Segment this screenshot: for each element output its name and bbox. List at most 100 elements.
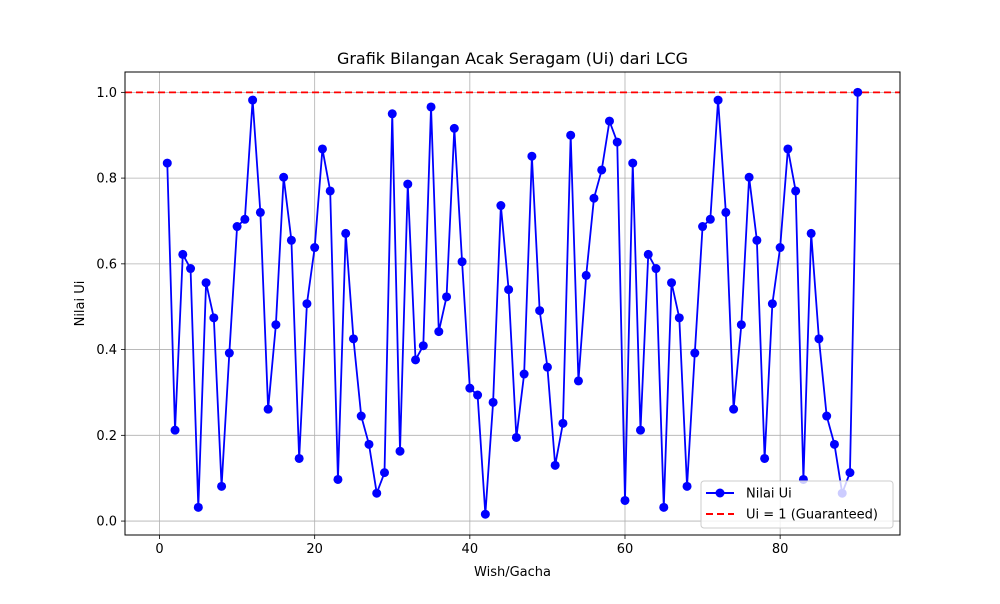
x-tick-label: 60 [617,542,634,557]
data-point [853,87,863,97]
legend: Nilai Ui Ui = 1 (Guaranteed) [700,480,894,529]
y-tick-label: 0.6 [96,257,117,272]
data-point [628,158,638,168]
data-point [558,418,568,428]
data-point [426,102,436,112]
data-point [178,249,188,259]
data-point [217,481,227,491]
data-point [682,481,692,491]
data-point [348,334,358,344]
data-point [162,158,172,168]
data-point [589,193,599,203]
data-point [519,369,529,379]
data-point [473,390,483,400]
y-tick-label: 0.4 [96,343,117,358]
data-point [504,285,514,295]
data-point [279,172,289,182]
data-point [667,278,677,288]
data-point [783,144,793,154]
data-point [170,425,180,435]
y-tick-label: 1.0 [96,86,117,101]
data-point [620,495,630,505]
data-point [302,299,312,309]
data-point [209,313,219,323]
data-point [597,165,607,175]
data-point [364,439,374,449]
data-point [325,186,335,196]
legend-label-nilai-ui: Nilai Ui [746,487,792,502]
data-point [333,474,343,484]
data-point [527,151,537,161]
data-point [411,355,421,365]
data-point [232,222,242,232]
data-point [317,144,327,154]
data-point [744,172,754,182]
data-point [651,264,661,274]
data-point [713,95,723,105]
data-point [465,383,475,393]
data-point [286,235,296,245]
data-point [566,130,576,140]
data-point [403,179,413,189]
series-layer [162,87,863,519]
data-point [224,348,234,358]
data-point [201,278,211,288]
y-tick-label: 0.0 [96,515,117,530]
data-point [736,320,746,330]
data-point [705,214,715,224]
data-point [379,468,389,478]
data-point [263,404,273,414]
data-point [542,362,552,372]
legend-marker-nilai-ui [715,488,725,498]
data-point [496,201,506,211]
data-point [372,488,382,498]
data-point [387,109,397,119]
data-point [442,292,452,302]
data-point [341,228,351,238]
axes-frame [124,71,901,536]
y-tick-label: 0.8 [96,172,117,187]
data-point [636,425,646,435]
series-line-nilai-ui [166,92,859,516]
data-point [767,299,777,309]
data-point [395,446,405,456]
data-point [310,243,320,253]
data-point [674,313,684,323]
data-point [240,214,250,224]
data-point [186,264,196,274]
data-point [604,116,614,126]
data-point [535,306,545,316]
data-point [271,320,281,330]
y-tick-label: 0.2 [96,429,117,444]
data-point [791,186,801,196]
data-point [511,432,521,442]
data-point [418,341,428,351]
data-point [659,502,669,512]
plot-area [125,72,900,535]
data-point [488,397,498,407]
data-point [457,257,467,267]
data-point [806,228,816,238]
legend-box [700,480,894,529]
data-point [690,348,700,358]
data-point [698,222,708,232]
data-point [612,137,622,147]
data-point [643,249,653,259]
ticks: 0 20 40 60 80 0.0 0.2 0.4 0.6 0.8 1.0 [96,86,788,557]
data-point [752,235,762,245]
x-tick-label: 40 [462,542,479,557]
data-point [294,453,304,463]
data-point [721,207,731,217]
data-point [729,404,739,414]
x-tick-label: 0 [155,542,163,557]
chart-title: Grafik Bilangan Acak Seragam (Ui) dari L… [337,49,688,68]
data-point [248,95,258,105]
data-point [814,334,824,344]
data-point [356,411,366,421]
data-point [193,502,203,512]
data-point [829,439,839,449]
data-point [573,376,583,386]
data-point [775,243,785,253]
